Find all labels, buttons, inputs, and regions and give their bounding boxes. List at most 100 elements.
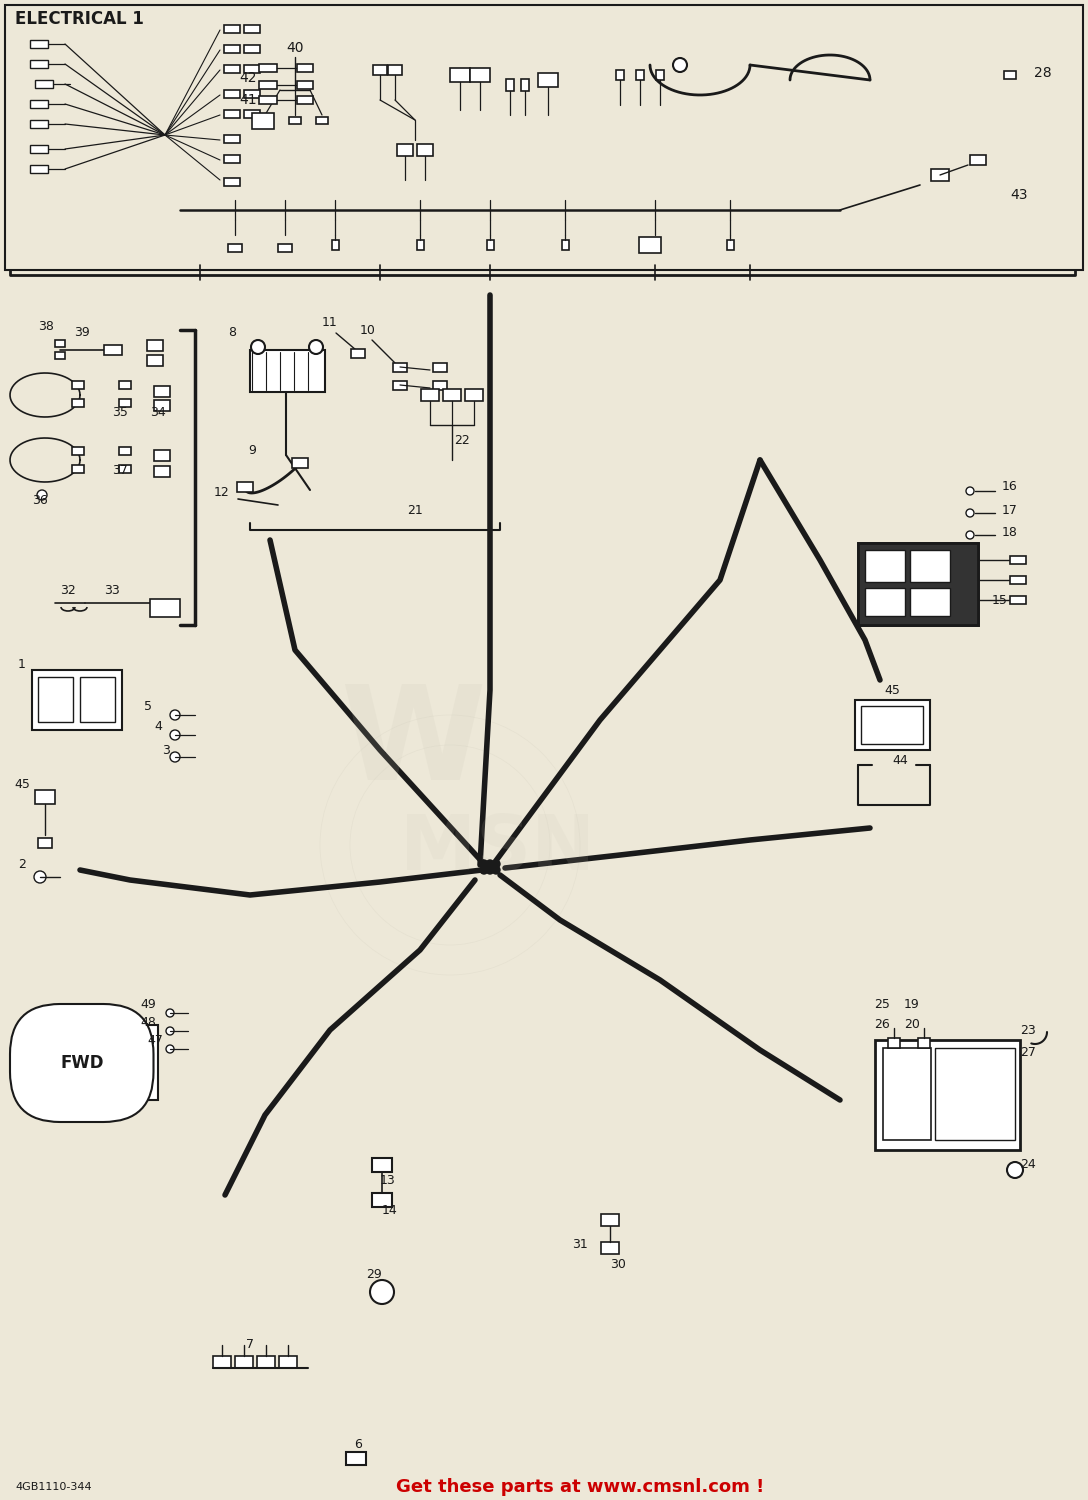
Bar — [858, 543, 978, 626]
Circle shape — [251, 340, 265, 354]
Text: 9: 9 — [248, 444, 256, 456]
Bar — [561, 240, 569, 250]
Bar — [154, 465, 170, 477]
Text: 45: 45 — [885, 684, 900, 696]
Text: 16: 16 — [1002, 480, 1018, 494]
Bar — [433, 381, 447, 390]
Bar — [119, 381, 131, 388]
Bar — [292, 458, 308, 468]
Bar — [297, 96, 313, 104]
Bar — [28, 1024, 158, 1100]
Text: W: W — [339, 680, 485, 807]
Text: 49: 49 — [140, 999, 156, 1011]
Circle shape — [166, 1028, 174, 1035]
Text: 30: 30 — [610, 1258, 626, 1272]
Circle shape — [166, 1046, 174, 1053]
Bar — [433, 363, 447, 372]
Text: 33: 33 — [104, 584, 120, 597]
Text: 46: 46 — [81, 1008, 96, 1022]
Bar — [72, 465, 84, 472]
Circle shape — [170, 730, 180, 740]
Text: 23: 23 — [1021, 1023, 1036, 1036]
Bar — [417, 240, 423, 250]
Bar — [30, 60, 48, 68]
Text: ELECTRICAL 1: ELECTRICAL 1 — [15, 10, 144, 28]
Bar — [30, 146, 48, 153]
Bar — [279, 244, 292, 252]
Bar — [883, 1048, 931, 1140]
Bar — [332, 240, 338, 250]
Bar — [119, 399, 131, 406]
Bar — [81, 676, 115, 722]
Bar — [259, 96, 277, 104]
Text: FWD: FWD — [60, 1054, 103, 1072]
Bar — [421, 388, 438, 400]
Bar — [224, 178, 240, 186]
Bar — [224, 64, 240, 74]
Text: 5: 5 — [144, 700, 152, 714]
Circle shape — [37, 490, 47, 500]
Bar — [224, 135, 240, 142]
Bar — [119, 447, 131, 454]
Circle shape — [166, 1010, 174, 1017]
Text: 25: 25 — [874, 999, 890, 1011]
Bar — [865, 588, 905, 616]
Bar — [72, 399, 84, 406]
Bar — [224, 45, 240, 53]
Bar — [636, 70, 644, 80]
Bar — [244, 90, 260, 98]
Bar — [931, 170, 949, 182]
Bar — [639, 237, 662, 254]
Bar — [397, 144, 413, 156]
Text: 40: 40 — [286, 40, 304, 56]
Bar — [147, 339, 163, 351]
Bar — [858, 543, 978, 626]
Bar — [1010, 596, 1026, 604]
Text: MSN: MSN — [400, 812, 595, 886]
Bar — [297, 81, 313, 88]
Bar — [257, 1356, 275, 1368]
Bar — [470, 68, 490, 82]
Text: 3: 3 — [162, 744, 170, 756]
Circle shape — [966, 509, 974, 518]
Circle shape — [370, 1280, 394, 1304]
Bar — [373, 64, 387, 75]
Circle shape — [486, 865, 494, 874]
Text: 14: 14 — [382, 1203, 398, 1216]
Text: 26: 26 — [874, 1019, 890, 1032]
Text: 31: 31 — [572, 1239, 588, 1251]
Bar — [875, 1040, 1021, 1150]
Bar — [154, 386, 170, 396]
Bar — [450, 68, 470, 82]
Text: 6: 6 — [354, 1438, 362, 1452]
Text: 17: 17 — [1002, 504, 1018, 516]
Bar — [506, 80, 514, 92]
Bar — [30, 40, 48, 48]
Bar — [351, 348, 364, 357]
Bar — [616, 70, 625, 80]
Bar — [465, 388, 483, 400]
Bar — [244, 45, 260, 53]
Bar — [244, 110, 260, 118]
Bar — [601, 1242, 619, 1254]
Circle shape — [309, 340, 323, 354]
Text: 47: 47 — [147, 1035, 163, 1047]
Bar — [910, 588, 950, 616]
Bar — [259, 117, 271, 123]
Bar — [150, 598, 180, 616]
Bar — [443, 388, 461, 400]
Text: 4: 4 — [154, 720, 162, 734]
Bar — [388, 64, 401, 75]
Bar — [228, 244, 242, 252]
Text: 35: 35 — [112, 406, 128, 420]
Circle shape — [170, 710, 180, 720]
Text: Get these parts at www.cmsnl.com !: Get these parts at www.cmsnl.com ! — [396, 1478, 764, 1496]
Bar — [55, 351, 65, 358]
Text: 45: 45 — [14, 778, 30, 792]
Bar — [72, 381, 84, 388]
Bar — [316, 117, 327, 123]
Text: 34: 34 — [150, 406, 165, 420]
Circle shape — [966, 488, 974, 495]
Text: 19: 19 — [904, 999, 919, 1011]
Circle shape — [486, 859, 494, 868]
